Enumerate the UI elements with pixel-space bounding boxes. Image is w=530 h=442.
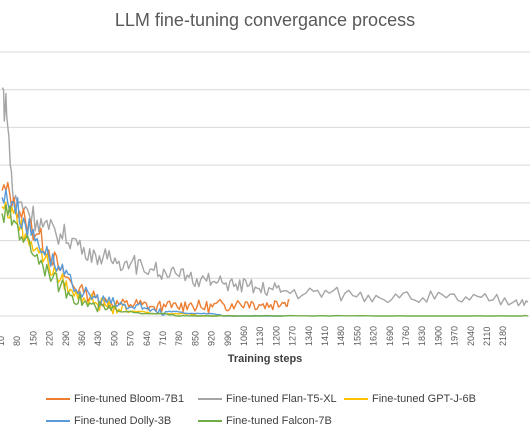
x-tick-label: 1060 <box>239 326 249 346</box>
x-tick-label: 1550 <box>352 326 362 346</box>
legend-item-falcon: Fine-tuned Falcon-7B <box>198 415 332 427</box>
series-line <box>1 188 283 317</box>
x-tick-label: 1480 <box>336 326 346 346</box>
legend-label-flan: Fine-tuned Flan-T5-XL <box>226 393 337 405</box>
x-tick-label: 1620 <box>369 326 379 346</box>
x-tick-label: 290 <box>61 331 71 346</box>
x-tick-label: 2110 <box>482 327 492 346</box>
legend-swatch-falcon <box>198 420 222 423</box>
x-tick-label: 80 <box>12 336 22 346</box>
x-tick-label: 500 <box>109 331 119 346</box>
legend-item-flan: Fine-tuned Flan-T5-XL <box>198 393 337 405</box>
x-tick-label: 1200 <box>271 326 281 346</box>
x-tick-label: 430 <box>93 331 103 346</box>
series-line <box>1 204 529 317</box>
x-tick-label: 990 <box>223 331 233 346</box>
x-tick-label: 1340 <box>304 326 314 346</box>
legend-item-bloom: Fine-tuned Bloom-7B1 <box>46 393 184 405</box>
legend-swatch-bloom <box>46 398 70 401</box>
x-tick-label: 220 <box>45 331 55 346</box>
x-tick-label: 1760 <box>401 326 411 346</box>
x-tick-label: 570 <box>126 331 136 346</box>
x-tick-label: 2040 <box>466 326 476 346</box>
series-line <box>1 201 236 317</box>
x-tick-label: 150 <box>28 331 38 346</box>
x-tick-label: 1690 <box>385 326 395 346</box>
legend-label-bloom: Fine-tuned Bloom-7B1 <box>74 393 185 405</box>
x-tick-label: 1270 <box>288 326 298 346</box>
legend-label-gptj: Fine-tuned GPT-J-6B <box>372 393 476 405</box>
series-line <box>1 181 290 314</box>
legend-swatch-dolly <box>46 420 70 423</box>
legend: Fine-tuned Bloom-7B1 Fine-tuned Flan-T5-… <box>0 385 530 435</box>
x-tick-label: 850 <box>190 331 200 346</box>
x-tick-label: 1900 <box>433 326 443 346</box>
x-tick-label: 1410 <box>320 326 330 346</box>
chart-title: LLM fine-tuning convergance process <box>114 10 416 30</box>
x-tick-label: 360 <box>77 331 87 346</box>
legend-swatch-gptj <box>344 398 368 401</box>
x-tick-label: 1830 <box>417 326 427 346</box>
x-tick-label: 2180 <box>498 326 508 346</box>
x-tick-label: 640 <box>142 331 152 346</box>
x-axis-label: Training steps <box>227 353 303 365</box>
series-line <box>1 87 529 307</box>
x-tick-label: 920 <box>207 331 217 346</box>
x-tick-label: 1970 <box>450 326 460 346</box>
legend-label-falcon: Fine-tuned Falcon-7B <box>226 415 332 427</box>
x-tick-label: 780 <box>174 331 184 346</box>
legend-item-gptj: Fine-tuned GPT-J-6B <box>344 393 476 405</box>
x-tick-label: 1130 <box>255 327 265 346</box>
legend-label-dolly: Fine-tuned Dolly-3B <box>74 415 172 427</box>
x-tick-label: 710 <box>158 331 168 346</box>
legend-item-dolly: Fine-tuned Dolly-3B <box>46 415 171 427</box>
legend-swatch-flan <box>198 398 222 401</box>
x-tick-label: 10 <box>0 336 6 346</box>
